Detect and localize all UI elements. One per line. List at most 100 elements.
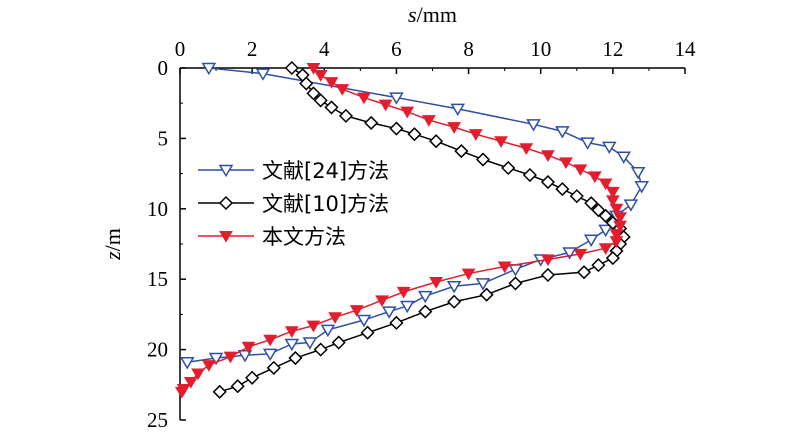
series-1-point [630,166,646,180]
series-3-point [429,277,443,289]
series-3-point [335,84,350,96]
series-2-point [429,134,444,149]
legend-item-3: 本文方法 [198,225,346,249]
series-1-point [237,349,253,363]
series-1-point [580,137,595,150]
series-3-point [422,115,436,127]
series-3-point [306,63,321,75]
series-1-point [508,264,523,277]
series-2-point [324,100,339,115]
series-2-point [540,267,555,283]
series-2-point [598,208,613,223]
series-2-point [555,182,570,197]
series-3-point [324,77,339,89]
series-1-point [601,141,617,155]
legend-label: 文献[10]方法 [262,192,389,216]
series-3-point [468,129,483,141]
series-3-point [605,195,620,208]
legend-label: 文献[24]方法 [262,159,389,183]
series-1-point [262,348,278,362]
series-2-point [584,196,599,211]
series-2-point [389,121,404,136]
series-3-point [573,248,588,261]
series-3-point [378,99,393,112]
series-3-point [400,106,415,119]
series-2-point [508,276,523,291]
series-1-point [381,306,397,319]
x-tick-label: 8 [463,37,474,61]
series-1 [179,62,650,370]
series-3-point [313,70,328,82]
series-2-point [306,86,321,101]
y-tick-label: 15 [147,267,168,291]
series-2-point [288,350,303,366]
series-3-point [519,143,534,155]
y-axis-title: z/m [100,228,125,261]
series-1-line [187,67,643,364]
legend-marker [218,164,234,178]
series-2-point [338,108,353,123]
series-3-point [541,150,555,162]
series-3-point [598,178,613,191]
series-2-point [475,152,491,167]
series-2-point [331,335,346,350]
legend-marker [218,195,234,211]
series-1-point [356,314,372,328]
series-1-point [634,181,650,194]
y-tick-label: 5 [158,126,169,150]
series-2-point [522,167,537,183]
series-3-point [375,295,389,308]
series-1-point [526,119,541,132]
y-tick-label: 20 [147,338,168,362]
series-2-point [418,304,433,319]
series-3-point [191,368,205,381]
series-1-point [598,224,613,238]
series-2-point [360,325,375,340]
series-layer [174,60,650,399]
series-2-point [591,258,606,273]
series-2-point [501,160,516,176]
series-1-point [399,300,415,314]
series-3-point [263,334,278,347]
x-tick-label: 6 [391,37,402,61]
series-3-point [174,386,189,399]
series-1-point [583,234,599,247]
series-3-point [587,171,602,184]
series-3-point [609,229,624,241]
series-3-point [605,186,620,199]
legend-marker [219,231,233,243]
y-axis-title-var: z [100,251,125,261]
series-3-point [306,320,321,333]
series-2-point [313,342,328,357]
series-3-point [201,360,216,372]
series-3-point [609,236,624,248]
series-1-point [255,68,271,81]
series-3-point [284,326,299,338]
series-3-point [559,157,573,170]
series-1-point [179,357,195,370]
x-axis-title-unit: /mm [417,2,457,27]
x-tick-label: 10 [530,37,551,61]
series-2-point [569,189,584,204]
series-3-point [613,220,627,233]
series-3-point [447,122,462,134]
series-2-point [266,360,281,375]
series-2-point [454,144,469,159]
series-2-point [313,93,328,108]
series-2-point [389,315,404,330]
series-1-point [562,247,577,260]
series-1-point [302,337,318,350]
series-2-point [447,294,462,309]
series-3 [174,63,627,399]
series-3-point [223,351,238,364]
series-2-point [605,251,620,266]
axes: 0 2 4 6 8 10 12 14 0 5 10 15 20 25 [147,37,696,432]
series-2-point [540,174,555,190]
series-3-point [573,164,588,177]
series-1-point [389,92,404,105]
series-2-point [284,60,299,76]
series-3-point [328,312,342,324]
series-3-point [396,286,411,299]
series-3-point [349,305,364,317]
